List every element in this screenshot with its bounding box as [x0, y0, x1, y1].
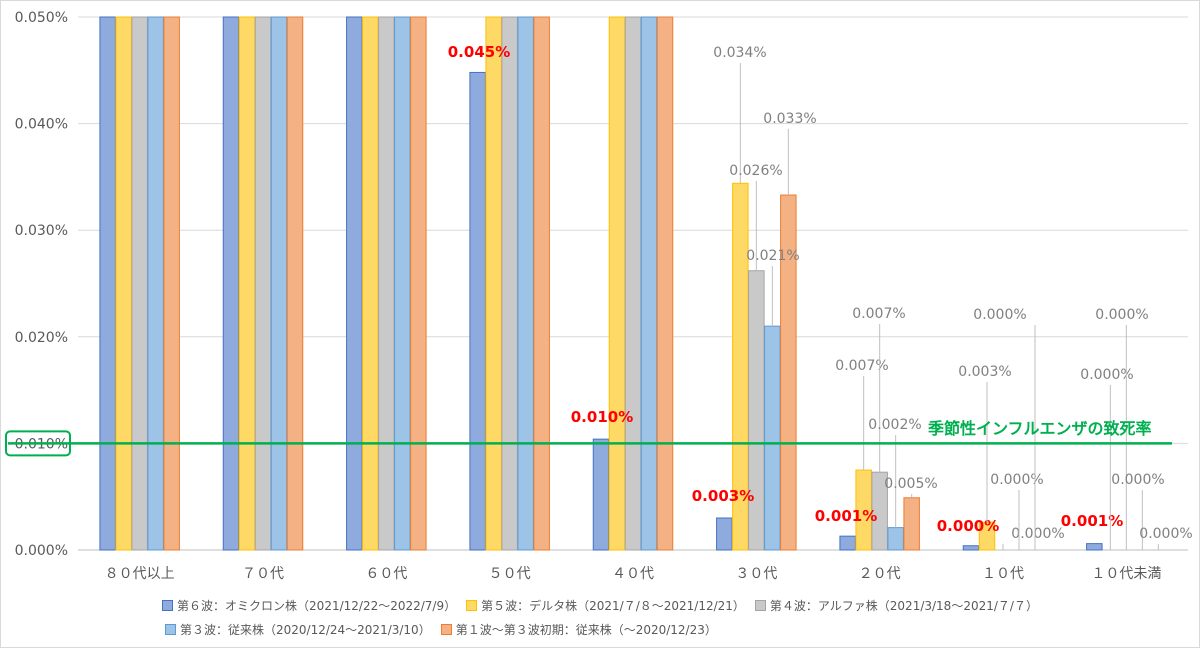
bar: [533, 16, 550, 551]
reference-tick-box: [5, 430, 71, 457]
bar: [222, 16, 240, 551]
data-label: 0.001%: [815, 507, 877, 525]
bar: [99, 16, 116, 551]
x-tick-label: １０代: [982, 566, 1024, 582]
data-label: 0.007%: [835, 358, 888, 374]
bar: [517, 16, 534, 551]
legend-swatch: [754, 600, 766, 611]
bar: [501, 16, 518, 551]
x-tick-label: ２０代: [859, 566, 901, 582]
x-tick-label: ３０代: [735, 566, 777, 582]
bar: [362, 16, 379, 551]
bar: [238, 16, 256, 551]
bar: [592, 438, 610, 551]
bar: [656, 16, 674, 551]
bar: [394, 16, 411, 551]
bar: [147, 16, 164, 551]
bar: [839, 535, 856, 551]
bar: [254, 16, 272, 551]
bar: [716, 517, 733, 551]
y-tick-label: 0.040%: [15, 117, 68, 133]
legend-label: 第５波：デルタ株（2021/７/８～2021/12/21）: [481, 599, 745, 613]
bar: [748, 270, 765, 551]
legend-label: 第６波：オミクロン株（2021/12/22～2022/7/9）: [177, 599, 457, 613]
reference-line-label: 季節性インフルエンザの致死率: [928, 419, 1152, 439]
data-label: 0.000%: [990, 472, 1043, 488]
data-label: 0.000%: [1080, 367, 1133, 383]
legend-item: 第５波：デルタ株（2021/７/８～2021/12/21）: [466, 597, 745, 614]
x-tick-label: ６０代: [365, 566, 407, 582]
data-label: 0.000%: [1111, 472, 1164, 488]
bar: [469, 71, 486, 551]
data-label: 0.001%: [1061, 512, 1123, 530]
bar: [485, 16, 502, 551]
legend-swatch: [162, 600, 174, 611]
legend-item: 第４波：アルファ株（2021/3/18～2021/７/７）: [754, 597, 1038, 614]
legend-swatch: [165, 624, 176, 635]
x-tick-label: ４０代: [612, 566, 654, 582]
x-tick-label: ５０代: [489, 566, 531, 582]
bar: [410, 16, 427, 551]
bar: [346, 16, 363, 551]
data-label: 0.003%: [692, 487, 754, 505]
bar: [624, 16, 642, 551]
legend: 第６波：オミクロン株（2021/12/22～2022/7/9） 第５波：デルタ株（…: [0, 597, 1200, 614]
data-label: 0.010%: [571, 408, 633, 426]
legend-item: 第６波：オミクロン株（2021/12/22～2022/7/9）: [162, 597, 456, 614]
bar: [962, 545, 980, 551]
bar: [378, 16, 395, 551]
bar: [270, 16, 288, 551]
data-label: 0.002%: [868, 417, 921, 433]
legend-label: 第３波：従来株（2020/12/24～2021/3/10）: [180, 623, 431, 637]
data-label: 0.007%: [852, 306, 905, 322]
x-tick-label: ８０代以上: [105, 566, 175, 582]
y-tick-label: 0.000%: [15, 543, 68, 559]
legend-item: 第１波～第３波初期：従来株（～2020/12/23）: [440, 621, 717, 638]
x-tick-label: ７０代: [242, 566, 284, 582]
data-label: 0.026%: [729, 163, 782, 179]
legend-swatch: [440, 624, 452, 635]
bar: [131, 16, 148, 551]
bar: [163, 16, 180, 551]
data-label: 0.000%: [973, 307, 1026, 323]
legend-item: 第３波：従来株（2020/12/24～2021/3/10）: [165, 621, 431, 638]
bar: [903, 497, 920, 551]
y-tick-label: 0.050%: [15, 10, 68, 26]
data-label: 0.000%: [937, 517, 999, 535]
bar: [608, 16, 626, 551]
data-label: 0.021%: [746, 248, 799, 264]
data-label: 0.034%: [713, 45, 766, 61]
bar: [887, 527, 904, 551]
y-tick-label: 0.030%: [15, 223, 68, 239]
data-label: 0.005%: [884, 476, 937, 492]
bar: [115, 16, 132, 551]
x-tick-label: １０代未満: [1091, 566, 1161, 582]
bar: [286, 16, 304, 551]
data-label: 0.003%: [958, 364, 1011, 380]
bar: [1086, 543, 1103, 551]
bar: [640, 16, 658, 551]
data-label: 0.000%: [1095, 307, 1148, 323]
data-label: 0.000%: [1139, 526, 1192, 542]
legend-label: 第４波：アルファ株（2021/3/18～2021/７/７）: [769, 599, 1038, 613]
data-label: 0.000%: [1011, 526, 1064, 542]
y-tick-label: 0.020%: [15, 330, 68, 346]
legend-label: 第１波～第３波初期：従来株（～2020/12/23）: [455, 623, 717, 637]
legend-swatch: [466, 600, 478, 611]
data-label: 0.033%: [763, 111, 816, 127]
bar: [764, 325, 781, 551]
legend-row-2: 第３波：従来株（2020/12/24～2021/3/10） 第１波～第３波初期：従…: [0, 621, 1200, 638]
data-label: 0.045%: [448, 43, 510, 61]
